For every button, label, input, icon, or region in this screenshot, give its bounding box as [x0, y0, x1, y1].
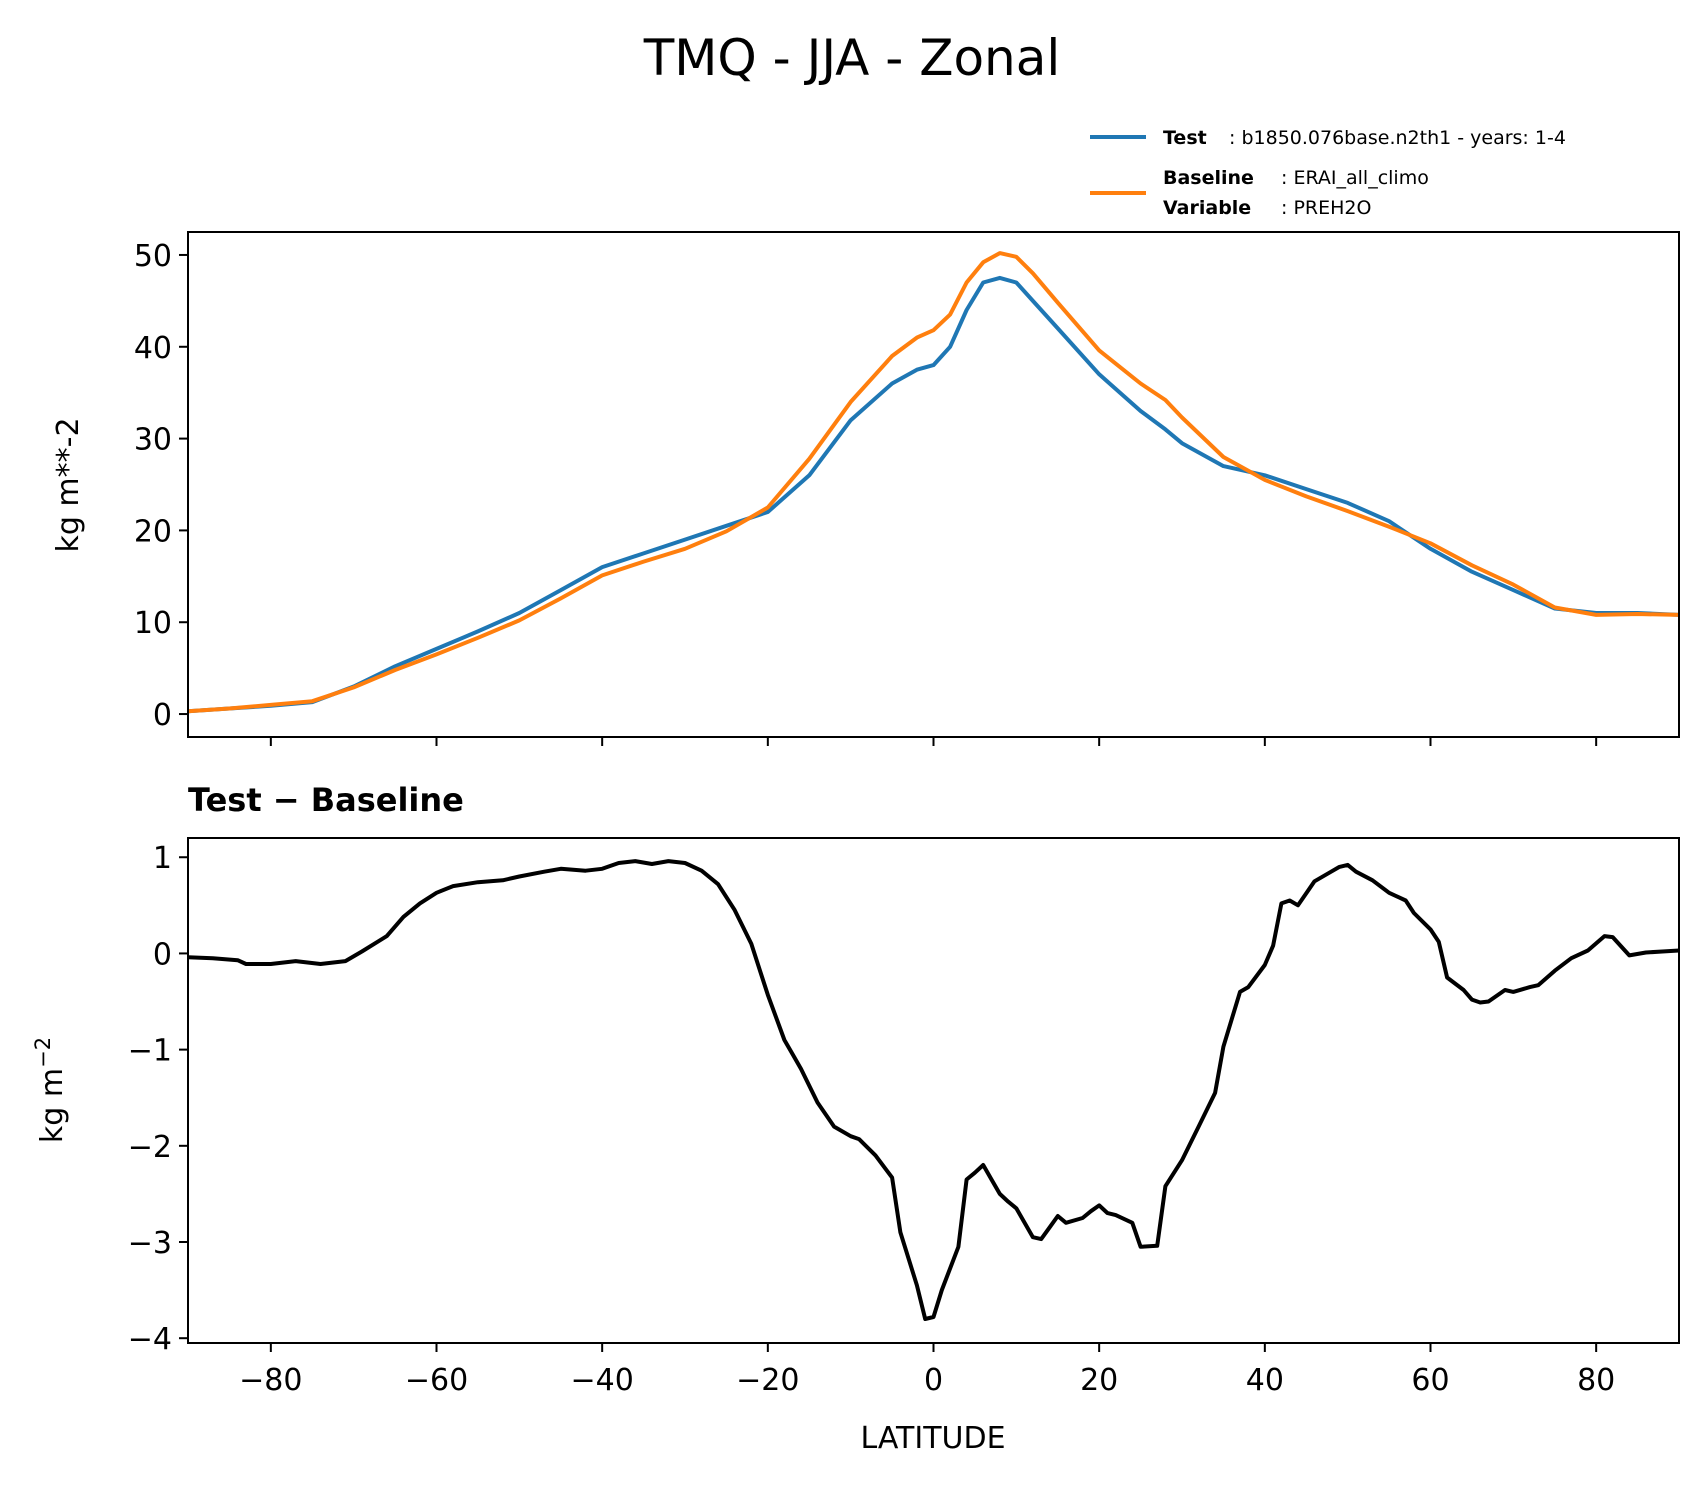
bottom-xtick-label: −60 — [405, 1363, 468, 1398]
bottom-xtick-label: 60 — [1411, 1363, 1449, 1398]
bottom-panel-title: Test − Baseline — [188, 781, 464, 819]
bottom-xtick-label: 20 — [1080, 1363, 1118, 1398]
bottom-ytick-label: 1 — [153, 841, 172, 876]
bottom-panel: Test − Baseline 1 0 −1 −2 −3 −4 −80 −60 −40 −20 0 2… — [31, 781, 1680, 1456]
bottom-xtick-label: 40 — [1246, 1363, 1284, 1398]
top-ytick-label: 50 — [134, 239, 172, 274]
top-ytick-label: 30 — [134, 423, 172, 458]
legend-test-value-text: b1850.076base.n2th1 - years: 1-4 — [1241, 127, 1565, 149]
figure-title: TMQ - JJA - Zonal — [643, 29, 1061, 87]
bottom-xtick-label: −80 — [239, 1363, 302, 1398]
bottom-ytick-label: −1 — [128, 1034, 172, 1069]
legend-test-value: : b1850.076base.n2th1 - years: 1-4 — [1229, 127, 1566, 149]
bottom-ytick-label: 0 — [153, 937, 172, 972]
bottom-panel-lines — [187, 859, 1680, 1321]
bottom-xtick-label: −40 — [571, 1363, 634, 1398]
bottom-xtick-label: 80 — [1577, 1363, 1615, 1398]
legend-variable-key: Variable — [1163, 197, 1251, 219]
bottom-panel-ylabel: kg m−2 — [31, 1037, 70, 1143]
bottom-panel-xlabel: LATITUDE — [860, 1421, 1005, 1456]
legend-baseline-value-text: ERAI_all_climo — [1293, 167, 1428, 189]
legend-baseline-key: Baseline — [1163, 167, 1254, 189]
bottom-panel-ticks: 1 0 −1 −2 −3 −4 −80 −60 −40 −20 0 20 40 60 80 — [128, 841, 1615, 1398]
bottom-ytick-label: −4 — [128, 1322, 172, 1357]
top-panel: 0 10 20 30 40 50 kg m**-2 — [51, 231, 1680, 746]
bottom-panel-ylabel-text: kg m — [35, 1068, 70, 1143]
bottom-panel-ylabel-exponent: −2 — [31, 1037, 55, 1068]
legend-variable-value-text: PREH2O — [1293, 197, 1371, 219]
bottom-series-line-diff — [187, 859, 1680, 1321]
legend-test-key: Test — [1163, 127, 1207, 149]
top-panel-ylabel: kg m**-2 — [51, 417, 86, 552]
top-ytick-label: 10 — [134, 606, 172, 641]
top-series-line-test — [187, 275, 1680, 714]
top-ytick-label: 0 — [153, 698, 172, 733]
top-panel-frame — [187, 231, 1680, 738]
bottom-ytick-label: −2 — [128, 1130, 172, 1165]
top-series-line-baseline — [187, 251, 1680, 714]
top-ytick-label: 40 — [134, 331, 172, 366]
bottom-xtick-label: 0 — [924, 1363, 943, 1398]
legend-variable-value: : PREH2O — [1281, 197, 1371, 219]
bottom-ytick-label: −3 — [128, 1226, 172, 1261]
legend: Test : b1850.076base.n2th1 - years: 1-4 … — [1090, 127, 1566, 219]
bottom-panel-frame — [187, 837, 1680, 1344]
legend-baseline-value: : ERAI_all_climo — [1281, 167, 1429, 189]
top-panel-ticks: 0 10 20 30 40 50 — [134, 239, 1598, 746]
top-panel-lines — [187, 251, 1680, 714]
bottom-xtick-label: −20 — [736, 1363, 799, 1398]
top-ytick-label: 20 — [134, 514, 172, 549]
